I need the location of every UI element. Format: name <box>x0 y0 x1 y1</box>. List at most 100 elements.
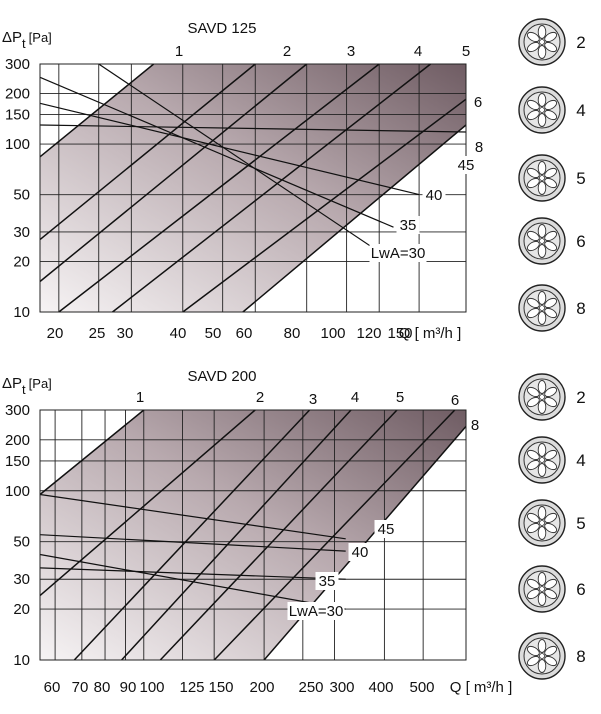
noise-label-bg <box>454 156 478 174</box>
damper-setting-line-8 <box>242 124 467 313</box>
x-tick-label: 120 <box>356 325 381 342</box>
damper-icon-2: 2 <box>518 373 586 421</box>
y-tick-label: 30 <box>13 224 30 241</box>
damper-hole <box>537 400 547 414</box>
damper-hole <box>537 463 547 477</box>
noise-label-bg <box>396 216 420 234</box>
damper-hole <box>526 522 540 534</box>
noise-line-40 <box>39 102 420 196</box>
damper-hole <box>526 449 540 461</box>
damper-hole <box>526 240 540 252</box>
y-tick-label: 10 <box>13 652 30 669</box>
setting-label-8: 8 <box>475 139 483 156</box>
y-axis-label: ΔPt [Pa] <box>2 375 52 397</box>
damper-label: 6 <box>576 232 585 251</box>
setting-label-8: 8 <box>471 417 479 434</box>
damper-hole <box>544 655 558 667</box>
y-tick-label: 50 <box>13 534 30 551</box>
y-tick-label: 20 <box>13 253 30 270</box>
damper-hole <box>537 25 547 39</box>
damper-setting-line-2 <box>39 63 256 241</box>
damper-icon-8: 8 <box>518 632 586 680</box>
damper-label: 4 <box>576 101 585 120</box>
damper-hole <box>526 578 540 590</box>
damper-hole <box>544 588 558 600</box>
damper-hole <box>526 512 540 524</box>
setting-label-3: 3 <box>309 391 317 408</box>
x-tick-label: 70 <box>72 679 89 696</box>
x-tick-label: 50 <box>205 325 222 342</box>
noise-label-45: 45 <box>378 521 395 538</box>
damper-hub <box>539 39 545 45</box>
y-tick-label: 300 <box>5 56 30 73</box>
setting-label-6: 6 <box>474 94 482 111</box>
damper-hole <box>537 113 547 127</box>
x-tick-label: 150 <box>387 325 412 342</box>
setting-label-5: 5 <box>462 43 470 60</box>
y-tick-label: 200 <box>5 432 30 449</box>
damper-hole <box>544 386 558 398</box>
damper-hub <box>539 586 545 592</box>
damper-hole <box>526 655 540 667</box>
damper-label: 5 <box>576 169 585 188</box>
damper-hole <box>544 459 558 471</box>
damper-setting-line-3 <box>73 409 311 661</box>
damper-setting-line-3 <box>39 63 308 283</box>
damper-hole <box>537 639 547 653</box>
x-tick-label: 400 <box>368 679 393 696</box>
damper-hole <box>544 230 558 242</box>
damper-hole <box>526 297 540 309</box>
y-tick-label: 100 <box>5 136 30 153</box>
plot-frame <box>39 409 467 661</box>
noise-line-45 <box>39 124 467 133</box>
damper-hole <box>537 592 547 606</box>
damper-icon-4: 4 <box>518 86 586 134</box>
y-tick-label: 20 <box>13 601 30 618</box>
damper-setting-line-6 <box>182 98 467 313</box>
noise-label-35: 35 <box>319 573 336 590</box>
damper-hub <box>539 305 545 311</box>
damper-setting-line-4 <box>58 63 380 313</box>
damper-hole <box>544 645 558 657</box>
damper-hub <box>539 520 545 526</box>
damper-label: 8 <box>576 299 585 318</box>
setting-label-4: 4 <box>351 389 359 406</box>
damper-label: 8 <box>576 647 585 666</box>
noise-line-35 <box>39 76 394 228</box>
plot-frame <box>39 63 467 313</box>
damper-hole <box>544 240 558 252</box>
damper-hole <box>526 645 540 657</box>
damper-hole <box>526 41 540 53</box>
damper-hole <box>526 109 540 121</box>
damper-label: 2 <box>576 388 585 407</box>
damper-setting-line-1 <box>39 409 145 496</box>
setting-label-2: 2 <box>283 43 291 60</box>
damper-label: 4 <box>576 451 585 470</box>
damper-hole <box>537 572 547 586</box>
noise-label-bg <box>348 543 372 561</box>
damper-hole <box>544 31 558 43</box>
damper-hole <box>526 230 540 242</box>
x-tick-label: 80 <box>284 325 301 342</box>
noise-label-bg <box>422 186 446 204</box>
damper-hole <box>544 307 558 319</box>
x-tick-label: 40 <box>170 325 187 342</box>
damper-hole <box>537 506 547 520</box>
damper-hole <box>544 167 558 179</box>
x-tick-label: 300 <box>329 679 354 696</box>
damper-hole <box>544 177 558 189</box>
noise-label-LwA=30: LwA=30 <box>289 603 344 620</box>
damper-hole <box>544 41 558 53</box>
damper-hole <box>544 99 558 111</box>
damper-hole <box>544 512 558 524</box>
damper-icon-6: 6 <box>518 217 586 265</box>
setting-label-5: 5 <box>396 389 404 406</box>
damper-hole <box>526 588 540 600</box>
damper-hole <box>544 449 558 461</box>
y-tick-label: 200 <box>5 86 30 103</box>
noise-line-LwA=30 <box>98 63 394 262</box>
damper-hole <box>537 244 547 258</box>
damper-label: 5 <box>576 514 585 533</box>
